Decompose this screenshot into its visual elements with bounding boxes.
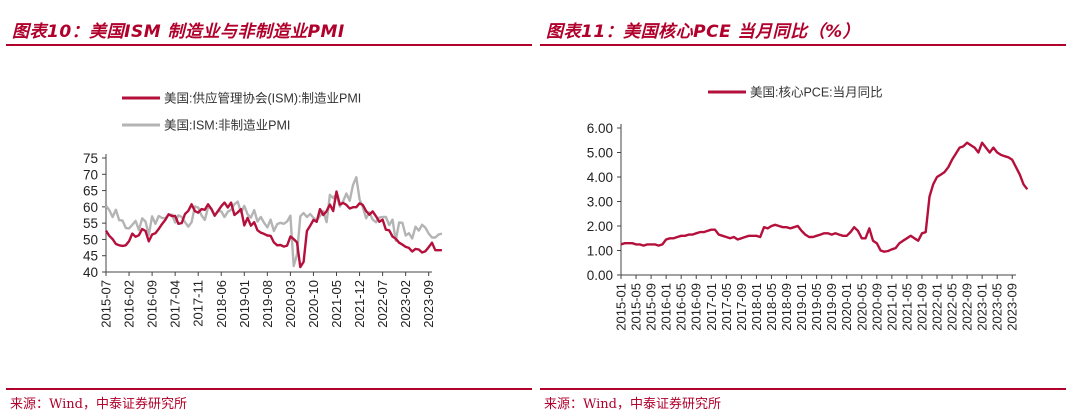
- core-pce-chart: 美国:核心PCE:当月同比 6.00 5.00 4.00 3.00 2.00 1.00 0.0…: [587, 86, 1029, 331]
- figure-title: 图表11：美国核心PCE 当月同比（%）: [546, 22, 861, 42]
- x-tick-label: 2017-09: [734, 283, 749, 331]
- y-tick-label: 60: [83, 200, 98, 215]
- y-tick-label: 3.00: [587, 195, 613, 210]
- y-tick-label: 75: [83, 151, 98, 166]
- y-tick-label: 5.00: [587, 146, 613, 161]
- x-tick-label: 2019-01: [794, 283, 809, 331]
- x-tick-label: 2020-05: [854, 283, 869, 331]
- x-tick-label: 2016-05: [674, 283, 689, 331]
- x-tick-label: 2019-01: [237, 280, 252, 328]
- x-tick-label: 2018-01: [749, 283, 764, 331]
- x-tick-label: 2017-11: [191, 280, 206, 327]
- x-tick-label: 2022-05: [945, 283, 960, 331]
- x-tick-label: 2015-07: [99, 280, 114, 328]
- y-tick-label: 70: [83, 167, 98, 182]
- chart-panel-ism-pmi: 图表10：美国ISM 制造业与非制造业PMI 美国:供应管理协会(ISM):制造…: [6, 0, 540, 420]
- title-rule: [6, 44, 532, 46]
- x-tick-label: 2019-05: [809, 283, 824, 331]
- x-tick-label: 2023-05: [990, 283, 1005, 331]
- series-line: [104, 190, 442, 269]
- x-tick-label: 2020-03: [283, 280, 298, 328]
- x-tick-label: 2023-02: [398, 280, 413, 328]
- legend-label: 美国:核心PCE:当月同比: [750, 86, 883, 100]
- legend-label: 美国:ISM:非制造业PMI: [164, 119, 290, 133]
- x-tick-label: 2023-09: [1005, 283, 1020, 331]
- x-tick-label: 2021-09: [914, 283, 929, 331]
- y-tick-label: 4.00: [587, 170, 613, 185]
- y-tick-label: 65: [83, 184, 98, 199]
- y-tick-label: 6.00: [587, 121, 613, 136]
- x-tick-label: 2020-01: [839, 283, 854, 331]
- x-tick-label: 2016-01: [659, 283, 674, 331]
- x-tick-label: 2016-09: [145, 280, 160, 328]
- x-tick-label: 2021-05: [329, 280, 344, 328]
- series-line: [105, 175, 443, 268]
- x-tick-label: 2016-02: [122, 280, 137, 328]
- source-note: 来源：Wind，中泰证券研究所: [544, 397, 721, 412]
- x-tick-label: 2019-08: [260, 280, 275, 328]
- x-tick-label: 2015-09: [644, 283, 659, 331]
- y-tick-label: 40: [83, 265, 98, 280]
- x-tick-label: 2022-01: [930, 283, 945, 331]
- x-tick-label: 2021-01: [884, 283, 899, 331]
- y-tick-label: 55: [83, 216, 98, 231]
- y-tick-label: 0.00: [587, 268, 613, 283]
- x-tick-label: 2019-09: [824, 283, 839, 331]
- source-rule: [540, 388, 1066, 390]
- y-tick-label: 1.00: [587, 244, 613, 259]
- source-note: 来源：Wind，中泰证券研究所: [10, 397, 187, 412]
- figure-title: 图表10：美国ISM 制造业与非制造业PMI: [12, 22, 345, 42]
- x-tick-label: 2015-01: [614, 283, 629, 331]
- x-tick-label: 2017-04: [168, 280, 183, 328]
- x-tick-label: 2017-01: [704, 283, 719, 331]
- x-tick-label: 2021-12: [352, 280, 367, 328]
- x-tick-label: 2022-07: [375, 280, 390, 328]
- title-rule: [540, 44, 1066, 46]
- x-tick-label: 2015-05: [629, 283, 644, 331]
- x-tick-label: 2023-01: [975, 283, 990, 331]
- x-tick-label: 2016-09: [689, 283, 704, 331]
- x-tick-label: 2020-09: [869, 283, 884, 331]
- x-tick-label: 2020-10: [306, 280, 321, 328]
- y-tick-label: 45: [83, 249, 98, 264]
- chart-panel-core-pce: 图表11：美国核心PCE 当月同比（%） 美国:核心PCE:当月同比 6.00 5.…: [540, 0, 1074, 420]
- y-tick-label: 2.00: [587, 219, 613, 234]
- source-rule: [6, 388, 532, 390]
- x-tick-label: 2018-05: [764, 283, 779, 331]
- x-tick-label: 2021-05: [899, 283, 914, 331]
- x-tick-label: 2018-09: [779, 283, 794, 331]
- x-tick-label: 2023-09: [421, 280, 436, 328]
- x-tick-label: 2017-05: [719, 283, 734, 331]
- series-line: [620, 141, 1029, 253]
- x-tick-label: 2022-09: [960, 283, 975, 331]
- legend-label: 美国:供应管理协会(ISM):制造业PMI: [164, 91, 361, 106]
- y-tick-label: 50: [83, 232, 98, 247]
- x-tick-label: 2018-06: [214, 280, 229, 328]
